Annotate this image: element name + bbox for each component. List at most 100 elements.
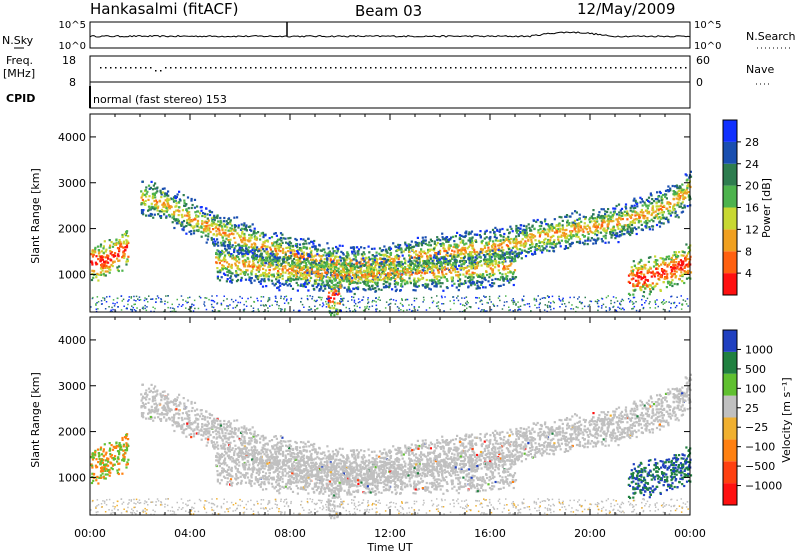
power-cell xyxy=(396,257,398,259)
power-cell xyxy=(645,264,647,266)
power-cell xyxy=(240,280,242,282)
power-cell xyxy=(486,250,488,252)
power-cell xyxy=(623,226,625,228)
power-cell xyxy=(531,253,533,255)
power-cell xyxy=(660,264,662,266)
power-cell xyxy=(528,227,530,229)
power-cell xyxy=(530,250,532,252)
power-cell xyxy=(518,235,520,237)
power-cell xyxy=(549,246,551,248)
power-cell xyxy=(241,240,243,242)
power-cell xyxy=(339,284,341,286)
power-cell xyxy=(222,259,224,261)
power-cell xyxy=(271,242,273,244)
power-cell xyxy=(659,220,661,222)
power-cell xyxy=(632,210,634,212)
power-cell xyxy=(573,235,575,237)
power-cell xyxy=(95,276,97,278)
power-cell xyxy=(241,277,243,279)
power-cell xyxy=(421,272,423,274)
power-cell xyxy=(610,229,612,231)
power-cell xyxy=(425,287,427,289)
power-cell xyxy=(363,282,365,284)
power-cell xyxy=(306,283,308,285)
power-cell xyxy=(684,192,686,194)
power-cell xyxy=(338,290,340,292)
power-cell xyxy=(512,273,514,275)
power-cell xyxy=(638,214,640,216)
power-cell xyxy=(667,210,669,212)
power-cell xyxy=(239,249,241,251)
power-cell xyxy=(450,267,452,269)
power-cell xyxy=(335,284,337,286)
power-cell xyxy=(148,215,150,217)
power-cell xyxy=(218,259,220,261)
power-cell xyxy=(440,277,442,279)
power-cell xyxy=(631,224,633,226)
power-cell xyxy=(477,287,479,289)
power-cell xyxy=(667,185,669,187)
power-cell xyxy=(380,289,382,291)
power-cell xyxy=(324,271,326,273)
power-cell xyxy=(521,252,523,254)
power-cell xyxy=(468,239,470,241)
power-cell xyxy=(471,247,473,249)
power-cell xyxy=(242,260,244,262)
power-cell xyxy=(446,252,448,254)
power-cell xyxy=(441,233,443,235)
power-cell xyxy=(667,190,669,192)
power-cell xyxy=(499,229,501,231)
power-cell xyxy=(221,260,223,262)
power-cell xyxy=(403,269,405,271)
power-cell xyxy=(424,272,426,274)
power-cell xyxy=(639,286,641,288)
power-cell xyxy=(225,249,227,251)
power-cell xyxy=(562,227,564,229)
power-cell xyxy=(185,225,187,227)
power-cell xyxy=(629,216,631,218)
power-cell xyxy=(214,241,216,243)
power-cell xyxy=(480,284,482,286)
power-cell xyxy=(305,262,307,264)
power-cell xyxy=(486,242,488,244)
power-cell xyxy=(503,280,505,282)
power-cell xyxy=(339,256,341,258)
power-cell xyxy=(237,265,239,267)
power-cell xyxy=(657,196,659,198)
power-cell xyxy=(505,275,507,277)
power-cell xyxy=(440,264,442,266)
frequency-point xyxy=(535,67,537,69)
power-cell xyxy=(580,221,582,223)
power-cell xyxy=(352,265,354,267)
power-cell xyxy=(276,235,278,237)
power-cell xyxy=(366,270,368,272)
power-cell xyxy=(106,254,108,256)
power-cell xyxy=(156,190,158,192)
power-cell xyxy=(418,272,420,274)
power-cell xyxy=(487,258,489,260)
power-cell xyxy=(319,274,321,276)
power-cell xyxy=(107,258,109,260)
power-cell xyxy=(592,243,594,245)
power-cell xyxy=(234,226,236,228)
power-cell xyxy=(219,262,221,264)
power-cell xyxy=(441,267,443,269)
power-cell xyxy=(326,281,328,283)
power-cell xyxy=(484,247,486,249)
power-cell xyxy=(417,262,419,264)
power-cell xyxy=(335,256,337,258)
power-cell xyxy=(307,260,309,262)
power-cell xyxy=(660,217,662,219)
power-cell xyxy=(642,229,644,231)
power-cell xyxy=(644,221,646,223)
power-cell xyxy=(540,249,542,251)
power-cell xyxy=(363,288,365,290)
power-cell xyxy=(509,279,511,281)
power-cell xyxy=(471,266,473,268)
frequency-point xyxy=(165,67,167,69)
power-cell xyxy=(252,260,254,262)
power-cell xyxy=(589,228,591,230)
power-cell xyxy=(472,242,474,244)
power-cell xyxy=(280,232,282,234)
power-cell xyxy=(492,240,494,242)
